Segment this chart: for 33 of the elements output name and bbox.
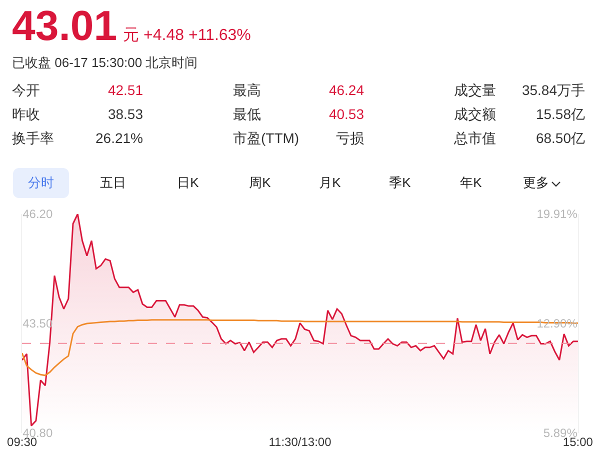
text: 成交量: [454, 82, 496, 100]
text: 成交额: [454, 106, 496, 124]
chart-subtitle: 元 +4.48 +11.63%: [123, 26, 251, 46]
text: 26.21%: [96, 130, 143, 148]
text: 最高: [233, 82, 261, 100]
text: 今开: [12, 82, 40, 100]
text: 40.53: [328, 106, 364, 124]
text: 42.51: [108, 82, 143, 100]
text: 38.53: [108, 106, 143, 124]
text: 日K: [177, 174, 199, 192]
text: 市盈(TTM): [233, 130, 300, 148]
text: 68.50亿: [536, 130, 585, 148]
text: 周K: [249, 174, 271, 192]
y2-tick-label: 19.91%: [536, 207, 578, 222]
line-series: [22, 319, 578, 376]
text: 最低: [233, 106, 261, 124]
text: 更多: [523, 174, 550, 192]
text: 亏损: [336, 130, 364, 148]
text: 季K: [389, 174, 411, 192]
y-tick-label: 46.20: [22, 207, 53, 222]
text: 年K: [460, 174, 482, 192]
text: 五日: [100, 174, 126, 192]
chart-title: 43.01: [12, 2, 118, 50]
text: 换手率: [12, 130, 54, 148]
text: 分时: [13, 168, 69, 198]
text: 46.24: [328, 82, 364, 100]
text: 已收盘 06-17 15:30:00 北京时间: [12, 54, 198, 72]
x-tick-label: 11:30/13:00: [268, 435, 332, 449]
text: 总市值: [454, 130, 496, 148]
text: 35.84万手: [522, 82, 585, 100]
text: 15.58亿: [536, 106, 585, 124]
text: 昨收: [12, 106, 40, 124]
text: 月K: [319, 174, 341, 192]
